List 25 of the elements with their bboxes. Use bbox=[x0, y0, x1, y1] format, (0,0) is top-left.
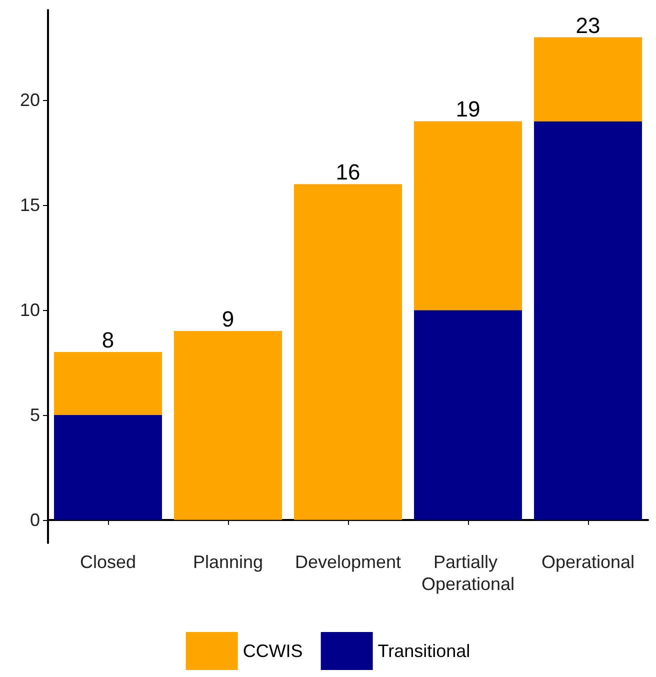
bar bbox=[534, 37, 642, 122]
x-tick-label: Partially Operational bbox=[421, 552, 515, 594]
x-tick-label: Development bbox=[294, 552, 402, 572]
bar bbox=[534, 121, 642, 520]
bar bbox=[414, 310, 522, 520]
total-label: 16 bbox=[336, 160, 360, 185]
bar bbox=[414, 121, 522, 310]
y-tick-label: 10 bbox=[20, 300, 40, 320]
total-label: 8 bbox=[102, 328, 114, 353]
y-tick-label: 15 bbox=[20, 195, 40, 216]
x-tick-label: Operational bbox=[541, 552, 635, 572]
bar bbox=[174, 331, 282, 520]
y-tick-label: 20 bbox=[20, 90, 40, 110]
total-label: 9 bbox=[222, 306, 234, 332]
y-tick-label: 0 bbox=[30, 510, 40, 530]
bar bbox=[54, 414, 162, 520]
legend-label: CCWIS bbox=[242, 641, 303, 661]
total-label: 23 bbox=[576, 12, 600, 38]
legend-label: Transitional bbox=[378, 641, 470, 661]
total-label: 19 bbox=[456, 96, 480, 122]
bar bbox=[54, 352, 162, 415]
bar bbox=[294, 184, 402, 520]
x-tick-label: Planning bbox=[192, 552, 264, 572]
y-tick-label: 5 bbox=[30, 404, 40, 425]
x-tick-label: Closed bbox=[80, 552, 136, 572]
